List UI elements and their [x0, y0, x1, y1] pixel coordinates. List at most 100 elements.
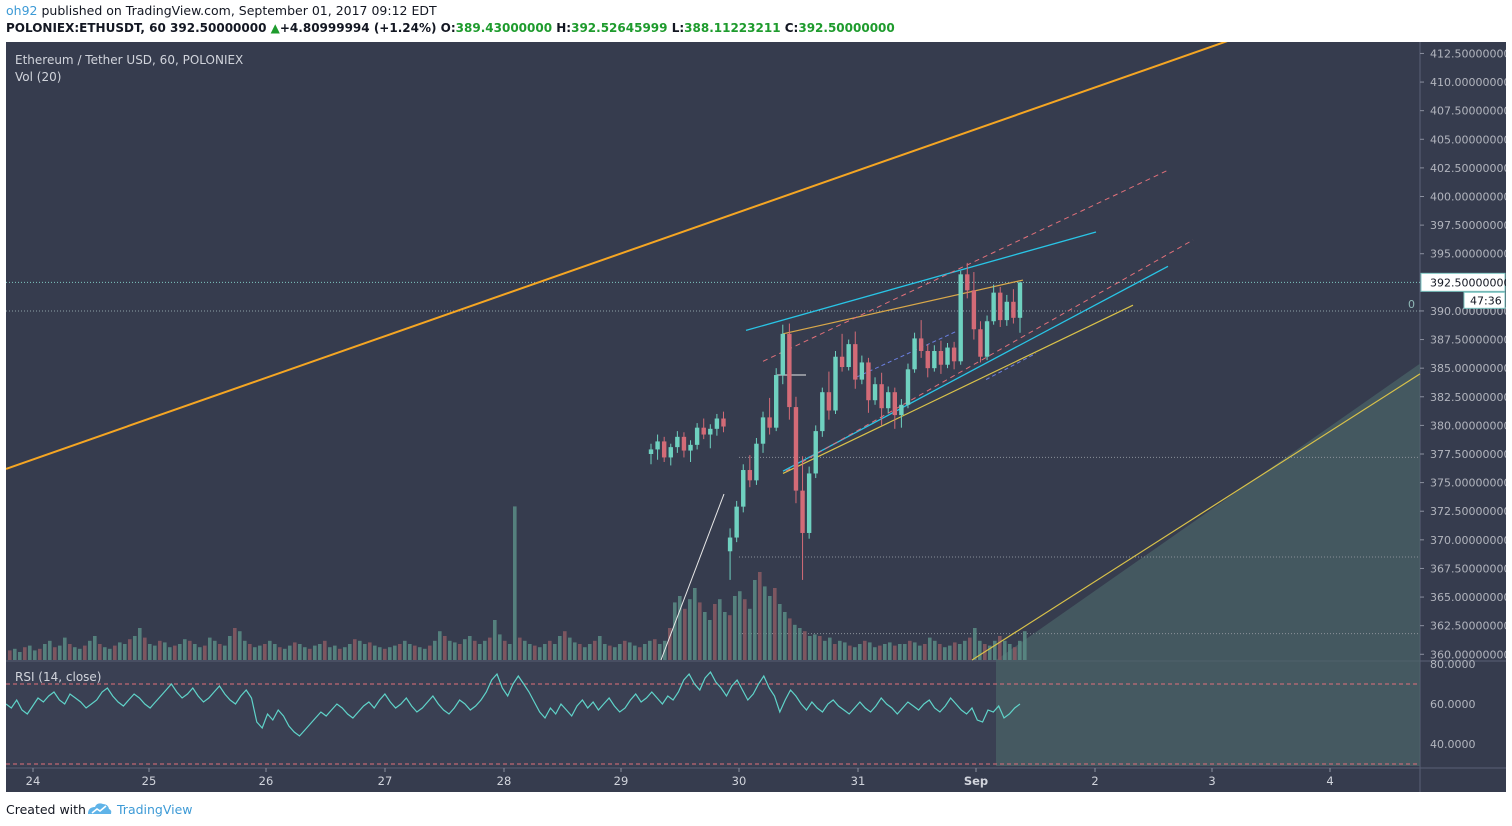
volume-bar — [533, 645, 537, 660]
volume-bar — [93, 636, 97, 660]
volume-bar — [58, 645, 62, 660]
volume-bar — [418, 647, 422, 660]
volume-bar — [123, 644, 127, 660]
volume-bar — [633, 645, 637, 660]
volume-bar — [433, 640, 437, 660]
volume-bar — [38, 648, 42, 660]
symbol-info-line: POLONIEX:ETHUSDT, 60 392.50000000 ▲+4.80… — [6, 21, 895, 35]
volume-bar — [33, 650, 37, 660]
time-tick-label: 31 — [851, 774, 866, 788]
volume-legend: Vol (20) — [15, 70, 62, 84]
volume-bar — [1018, 640, 1022, 660]
price-tick-label: 382.50000000 — [1430, 391, 1506, 404]
volume-bar — [823, 640, 827, 660]
time-tick-label: 25 — [142, 774, 157, 788]
volume-bar — [578, 644, 582, 660]
low-value: 388.11223211 — [684, 21, 781, 35]
volume-bar — [153, 645, 157, 660]
time-tick-label: 29 — [614, 774, 629, 788]
volume-bar — [243, 640, 247, 660]
price-tick-label: 405.00000000 — [1430, 133, 1506, 146]
volume-bar — [83, 645, 87, 660]
chart-area[interactable]: 412.50000000 410.00000000 407.50000000 405.… — [6, 42, 1506, 792]
price-tick-label: 367.50000000 — [1430, 562, 1506, 575]
volume-bar — [413, 645, 417, 660]
volume-bar — [188, 640, 192, 660]
volume-bar — [223, 645, 227, 660]
volume-bar — [913, 642, 917, 660]
volume-bar — [773, 588, 777, 660]
rsi-line — [6, 670, 1021, 737]
volume-bar — [538, 647, 542, 660]
volume-bar — [128, 639, 132, 660]
publication-header: oh92 published on TradingView.com, Septe… — [0, 0, 1512, 40]
volume-bar — [958, 644, 962, 660]
volume-bar — [248, 644, 252, 660]
volume-bar — [48, 640, 52, 660]
volume-bar — [563, 631, 567, 660]
time-tick-label: 24 — [26, 774, 41, 788]
volume-bar — [708, 620, 712, 660]
candle-body — [918, 338, 924, 351]
volume-bar — [803, 631, 807, 660]
volume-bar — [468, 636, 472, 660]
volume-bar — [613, 647, 617, 660]
volume-bar — [693, 588, 697, 660]
volume-bar — [878, 645, 882, 660]
author-link[interactable]: oh92 — [6, 3, 38, 18]
candle-body — [787, 333, 792, 408]
volume-bar — [553, 644, 557, 660]
upper-cyan-channel — [745, 231, 1097, 332]
volume-bar — [963, 640, 967, 660]
volume-bar — [278, 647, 282, 660]
volume-bar — [883, 644, 887, 660]
candle-body — [714, 418, 720, 429]
volume-bar — [483, 640, 487, 660]
volume-bar — [623, 640, 627, 660]
candle-body — [833, 356, 838, 411]
candle-body — [859, 362, 865, 380]
price-tick-label: 380.00000000 — [1430, 419, 1506, 432]
tradingview-link[interactable]: TradingView — [117, 802, 193, 817]
shaded-channel-region — [996, 363, 1420, 766]
volume-bar — [658, 644, 662, 660]
volume-bar — [688, 599, 692, 660]
volume-bar — [268, 640, 272, 660]
volume-bar — [848, 645, 852, 660]
volume-bar — [358, 640, 362, 660]
volume-bar — [443, 636, 447, 660]
volume-bar — [523, 640, 527, 660]
last-price-tag-label: 392.50000000 — [1430, 276, 1506, 289]
volume-bar — [68, 644, 72, 660]
volume-bar — [63, 637, 67, 660]
volume-bar — [543, 644, 547, 660]
tradingview-logo-icon — [86, 801, 112, 821]
price-axis-bg — [1420, 42, 1506, 792]
volume-bar — [73, 647, 77, 660]
volume-bar — [258, 645, 262, 660]
volume-bar — [603, 644, 607, 660]
volume-bar — [868, 642, 872, 660]
volume-bar — [778, 604, 782, 660]
volume-bar — [628, 642, 632, 660]
price-tick-label: 397.50000000 — [1430, 219, 1506, 232]
volume-bar — [398, 644, 402, 660]
open-label: O: — [440, 21, 456, 35]
volume-bar — [703, 612, 707, 660]
volume-bar — [858, 644, 862, 660]
volume-bar — [813, 634, 817, 660]
volume-bar — [933, 640, 937, 660]
price-chart[interactable]: 412.50000000 410.00000000 407.50000000 405.… — [6, 42, 1506, 792]
volume-bar — [283, 648, 287, 660]
volume-bar — [683, 608, 687, 660]
candle-body — [984, 321, 990, 357]
candle-body — [694, 427, 700, 445]
volume-bar — [78, 648, 82, 660]
volume-bar — [798, 628, 802, 660]
volume-bar — [718, 599, 722, 660]
candle-body — [925, 351, 930, 369]
price-tick-label: 377.50000000 — [1430, 448, 1506, 461]
volume-bar — [348, 644, 352, 660]
zero-level-marker: 0 — [1408, 298, 1415, 311]
volume-bar — [23, 647, 27, 660]
